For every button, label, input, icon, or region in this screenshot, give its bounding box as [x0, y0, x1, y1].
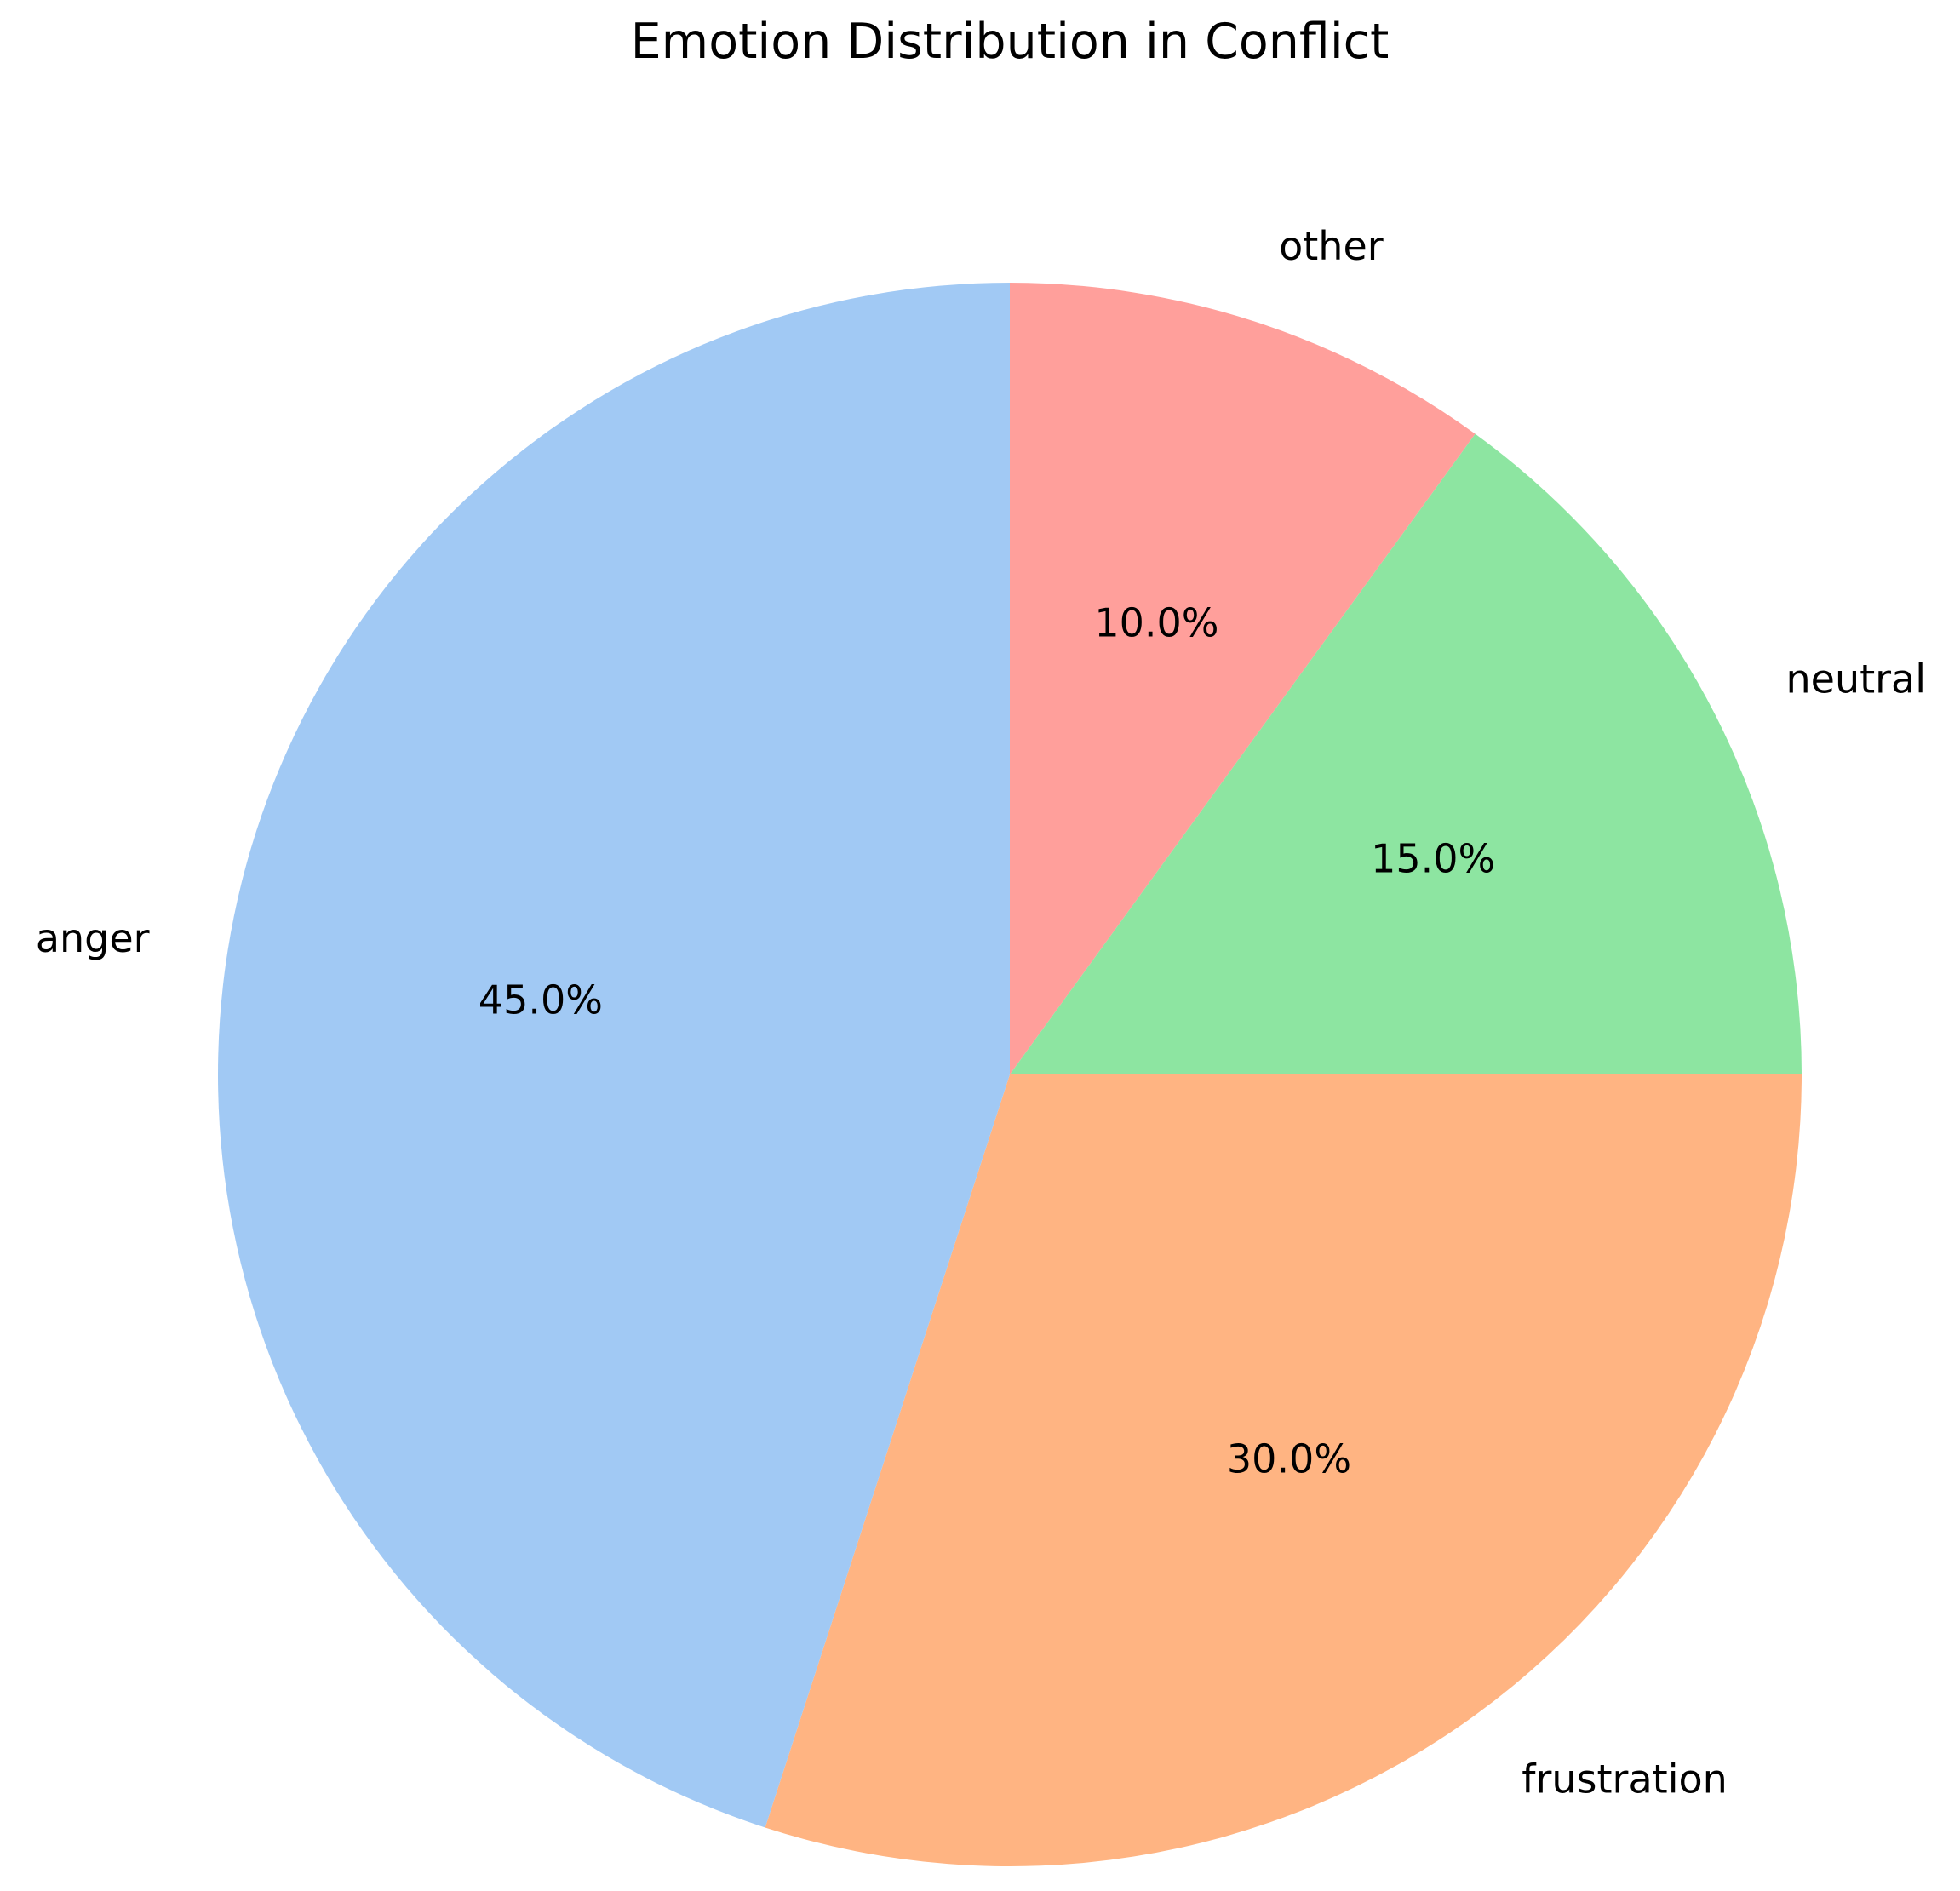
- pie-slice-other: [1010, 283, 1476, 1074]
- pie-slices: [218, 283, 1802, 1866]
- slice-percent-neutral: 15.0%: [1371, 836, 1495, 882]
- pie-slice-frustration: [765, 1074, 1802, 1866]
- chart-title: Emotion Distribution in Conflict: [631, 14, 1390, 70]
- pie-slice-neutral: [1010, 433, 1802, 1074]
- pie-slice-anger: [218, 283, 1010, 1828]
- slice-percent-other: 10.0%: [1094, 599, 1218, 645]
- slice-label-anger: anger: [36, 915, 150, 961]
- pie-labels: other 10.0% neutral 15.0% frustration 30.0% an…: [36, 223, 1926, 1802]
- slice-percent-anger: 45.0%: [479, 977, 603, 1023]
- slice-label-other: other: [1279, 223, 1384, 269]
- slice-label-frustration: frustration: [1522, 1756, 1727, 1802]
- slice-label-neutral: neutral: [1786, 656, 1927, 702]
- slice-percent-frustration: 30.0%: [1227, 1435, 1351, 1481]
